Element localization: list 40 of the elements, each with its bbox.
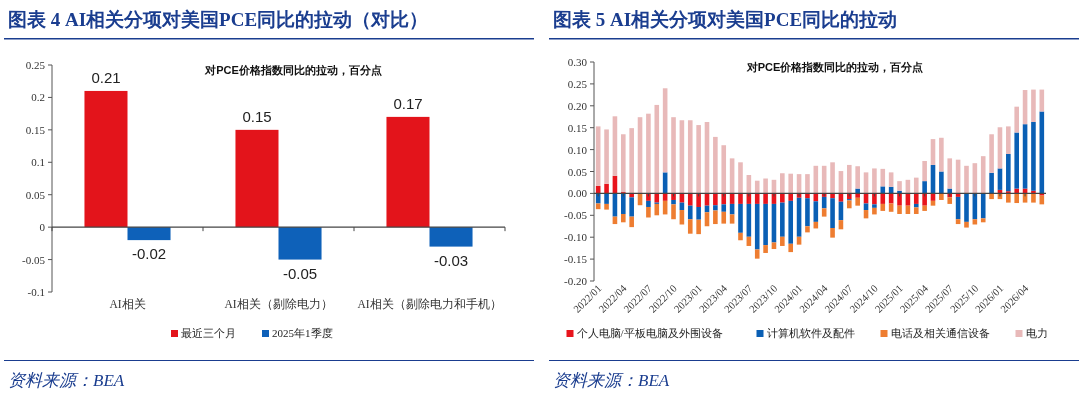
legend-label: 个人电脑/平板电脑及外围设备	[576, 327, 723, 339]
legend-label: 电力	[1025, 327, 1048, 339]
legend-label: 最近三个月	[181, 327, 236, 339]
x-tick-label: AI相关	[109, 297, 146, 310]
y-tick-label: 0.00	[567, 187, 588, 200]
y-tick-label: -0.10	[564, 231, 588, 244]
y-tick-label: 0.30	[567, 56, 588, 68]
y-tick-label: -0.05	[22, 253, 46, 266]
legend-label: 电话及相关通信设备	[890, 327, 990, 339]
data-label: -0.03	[433, 251, 469, 269]
legend-label: 2025年1季度	[272, 327, 333, 339]
y-tick-label: 0.20	[567, 99, 588, 112]
y-tick-label: -0.20	[564, 275, 588, 287]
y-tick-label: 0	[39, 221, 46, 234]
y-tick-label: 0.1	[31, 156, 45, 169]
y-tick-label: 0.05	[25, 188, 46, 201]
chart-subtitle: 对PCE价格指数同比的拉动，百分点	[204, 64, 382, 77]
text: 资料来源：BEA	[8, 371, 125, 390]
y-tick-label: -0.1	[27, 286, 45, 298]
x-tick-label: AI相关（剔除电力和手机）	[357, 297, 502, 311]
text: 资料来源：BEA	[553, 371, 670, 390]
y-tick-label: -0.15	[564, 253, 588, 266]
y-tick-label: 0.05	[567, 165, 588, 178]
x-tick-label: AI相关（剔除电力）	[224, 297, 333, 311]
chart-subtitle: 对PCE价格指数同比的拉动，百分点	[745, 61, 924, 74]
y-tick-label: 0.25	[25, 59, 46, 71]
y-tick-label: 0.15	[25, 123, 46, 136]
y-tick-label: 0.2	[31, 91, 45, 104]
data-label: 0.21	[91, 68, 121, 86]
data-label: -0.02	[131, 245, 167, 263]
y-tick-label: 0.25	[567, 77, 588, 90]
data-label: 0.15	[242, 107, 272, 125]
chart-title: 图表 5 AI相关分项对美国PCE同比的拉动	[553, 9, 898, 30]
chart-title: 图表 4 AI相关分项对美国PCE同比的拉动（对比）	[8, 9, 429, 30]
y-tick-label: -0.05	[564, 209, 588, 222]
data-label: -0.05	[282, 264, 318, 282]
y-tick-label: 0.15	[567, 121, 588, 134]
y-tick-label: 0.10	[567, 143, 588, 156]
data-label: 0.17	[393, 94, 423, 112]
legend-label: 计算机软件及配件	[766, 327, 855, 339]
